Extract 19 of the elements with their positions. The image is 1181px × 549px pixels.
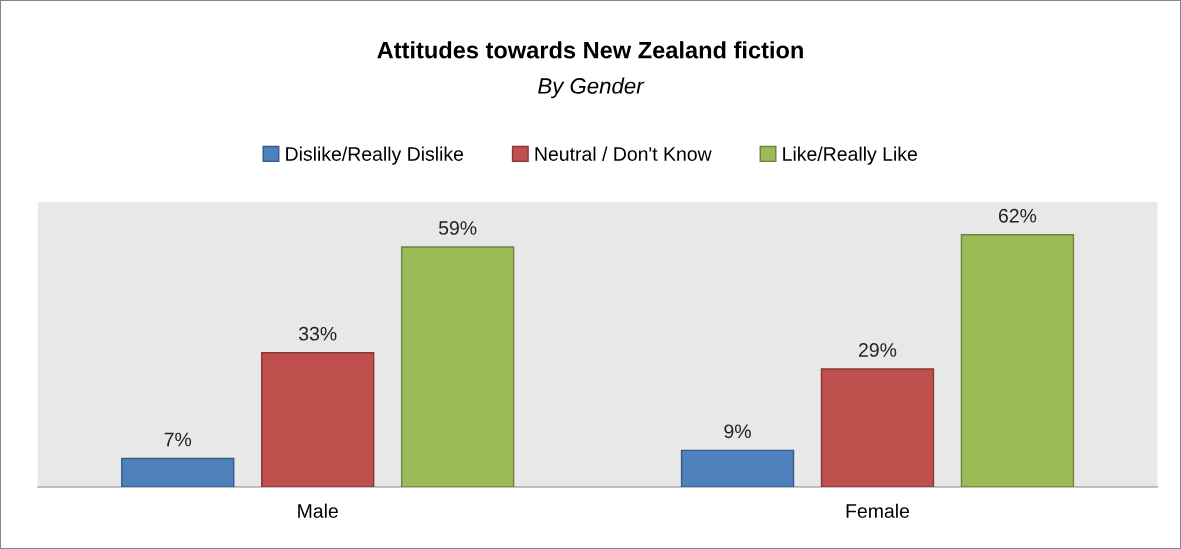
legend-label: Like/Really Like [783, 146, 917, 165]
x-tick-label: Male [298, 503, 338, 518]
data-label: 9% [724, 424, 751, 439]
chart-subtitle: By Gender [538, 77, 645, 99]
bar [400, 246, 515, 487]
data-label: 7% [164, 432, 192, 447]
bar [121, 457, 235, 487]
data-label: 29% [859, 343, 897, 357]
bar [261, 352, 375, 487]
chart-title: Attitudes towards New Zealand fiction [377, 41, 803, 59]
data-label: 59% [438, 221, 477, 235]
data-label: 33% [298, 326, 337, 341]
bar [960, 234, 1075, 487]
legend-label: Neutral / Don't Know [535, 146, 712, 161]
data-label: 62% [998, 208, 1037, 223]
bar [680, 449, 795, 487]
bar [820, 368, 935, 487]
x-tick-label: Female [846, 503, 910, 518]
legend-label: Dislike/Really Dislike [286, 146, 464, 165]
